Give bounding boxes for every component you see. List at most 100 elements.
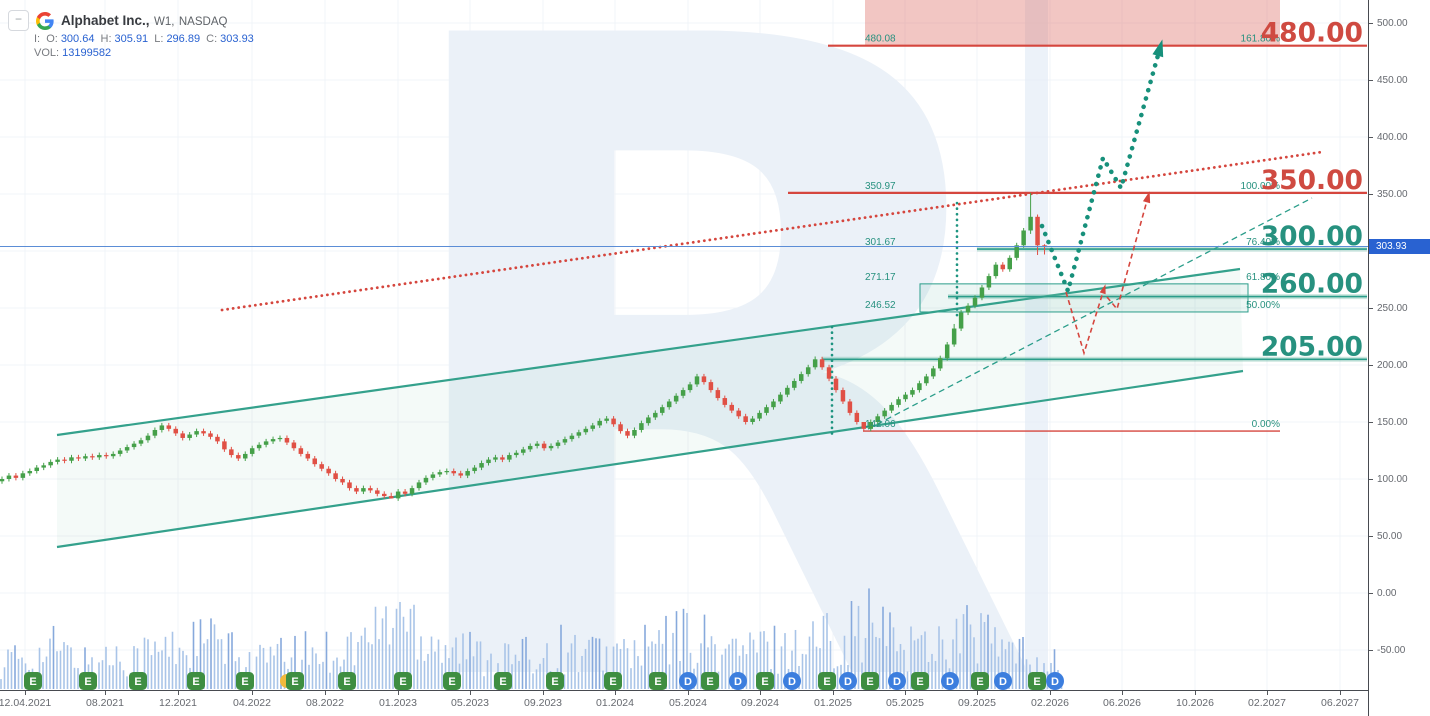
earnings-marker-letter: E [29, 676, 36, 688]
time-axis-tick [178, 691, 179, 695]
fib-pct-label: 0.00% [1252, 419, 1280, 430]
price-target-label: 480.00 [1261, 18, 1363, 49]
time-axis-tick [833, 691, 834, 695]
candle-body [6, 475, 12, 479]
candle-body [868, 422, 873, 429]
price-axis-label: 500.00 [1377, 17, 1408, 29]
earnings-marker-icon[interactable] [861, 672, 879, 690]
candle-body [166, 425, 172, 429]
google-logo-icon [36, 11, 54, 30]
close-value: 303.93 [220, 33, 254, 45]
candle-body [701, 376, 707, 383]
vol-value: 13199582 [62, 47, 112, 59]
candle-body [34, 467, 39, 472]
candle-body [604, 418, 609, 421]
earnings-marker-icon[interactable] [756, 672, 774, 690]
dividend-marker-letter: D [1051, 676, 1059, 688]
earnings-marker-icon[interactable] [701, 672, 719, 690]
earnings-marker-letter: E [866, 676, 873, 688]
red-dotted-trendline[interactable] [220, 150, 1324, 312]
dividend-marker-icon[interactable] [679, 672, 697, 690]
candle-body [354, 488, 359, 492]
earnings-marker-icon[interactable] [187, 672, 205, 690]
dividend-marker-icon[interactable] [783, 672, 801, 690]
earnings-marker-icon[interactable] [818, 672, 836, 690]
candle-body [548, 445, 554, 449]
earnings-marker-icon[interactable] [604, 672, 622, 690]
price-axis-tick [1369, 593, 1373, 594]
earnings-marker-letter: E [499, 676, 506, 688]
candle-body [639, 423, 644, 430]
dividend-marker-icon[interactable] [729, 672, 747, 690]
candle-body [159, 425, 165, 430]
candle-body [173, 428, 178, 434]
earnings-marker-icon[interactable] [546, 672, 564, 690]
candle-body [534, 443, 540, 446]
collapse-legend-button[interactable]: − [8, 10, 29, 31]
candle-body [625, 431, 630, 436]
time-axis-label: 01.2024 [596, 697, 634, 709]
candle-body [138, 440, 144, 444]
earnings-marker-icon[interactable] [129, 672, 147, 690]
alternate-projection-path-1[interactable] [1065, 288, 1105, 356]
candle-body [687, 384, 693, 391]
time-axis-tick [1267, 691, 1268, 695]
open-value: 300.64 [60, 33, 95, 45]
candle-body [1028, 216, 1033, 231]
candle-body [1042, 245, 1047, 247]
candle-body [993, 264, 999, 277]
price-axis-tick [1369, 365, 1373, 366]
candle-body [375, 490, 380, 494]
teal-dashed-trendline[interactable] [867, 197, 1313, 430]
bullish-projection-arrow[interactable] [1039, 45, 1163, 294]
candle-body [896, 399, 901, 405]
candle-body [958, 312, 964, 329]
candle-body [201, 431, 206, 434]
dividend-marker-icon[interactable] [994, 672, 1012, 690]
ohlc-readout: I: O: 300.64 H: 305.91 L: 296.89 C: 303.93 [34, 33, 254, 45]
dividend-marker-letter: D [844, 676, 852, 688]
dividend-marker-letter: D [946, 676, 954, 688]
candle-body [382, 493, 387, 497]
price-axis[interactable]: 303.93 500.00450.00400.00350.00300.00250… [1368, 0, 1430, 716]
dividend-marker-letter: D [788, 676, 796, 688]
earnings-marker-icon[interactable] [286, 672, 304, 690]
dividend-marker-icon[interactable] [839, 672, 857, 690]
earnings-marker-icon[interactable] [79, 672, 97, 690]
low-value: 296.89 [166, 33, 201, 45]
time-axis-label: 02.2026 [1031, 697, 1069, 709]
earnings-marker-icon[interactable] [649, 672, 667, 690]
earnings-marker-icon[interactable] [443, 672, 461, 690]
price-target-label: 260.00 [1261, 269, 1363, 300]
candle-body [882, 410, 887, 417]
earnings-marker-icon[interactable] [394, 672, 412, 690]
earnings-marker-letter: E [1033, 676, 1040, 688]
dividend-marker-icon[interactable] [1046, 672, 1064, 690]
earnings-marker-icon[interactable] [24, 672, 42, 690]
close-label: C: [206, 33, 218, 45]
earnings-marker-icon[interactable] [236, 672, 254, 690]
candle-body [62, 459, 67, 461]
candle-body [187, 434, 192, 438]
time-axis-tick [25, 691, 26, 695]
candle-body [757, 412, 762, 419]
earnings-marker-letter: E [134, 676, 141, 688]
candle-body [312, 458, 317, 465]
dividend-marker-icon[interactable] [888, 672, 906, 690]
earnings-marker-letter: E [551, 676, 558, 688]
candle-body [1021, 230, 1026, 246]
time-axis[interactable]: 12.04.2021 08.2021 12.2021 04.2022 08.2022 01… [0, 690, 1430, 716]
candle-body [326, 468, 331, 474]
earnings-marker-icon[interactable] [911, 672, 929, 690]
dividend-marker-icon[interactable] [941, 672, 959, 690]
earnings-marker-icon[interactable] [494, 672, 512, 690]
earnings-marker-icon[interactable] [971, 672, 989, 690]
time-axis-tick [543, 691, 544, 695]
channel-lower-line[interactable] [56, 369, 1244, 549]
chart-canvas[interactable]: R480.08 161.80%480.00 350.97 100.00%350.00 3… [0, 0, 1368, 690]
open-label: O: [46, 33, 58, 45]
time-axis-label: 10.2026 [1176, 697, 1214, 709]
earnings-marker-icon[interactable] [1028, 672, 1046, 690]
earnings-marker-icon[interactable] [338, 672, 356, 690]
candle-body [917, 383, 922, 391]
